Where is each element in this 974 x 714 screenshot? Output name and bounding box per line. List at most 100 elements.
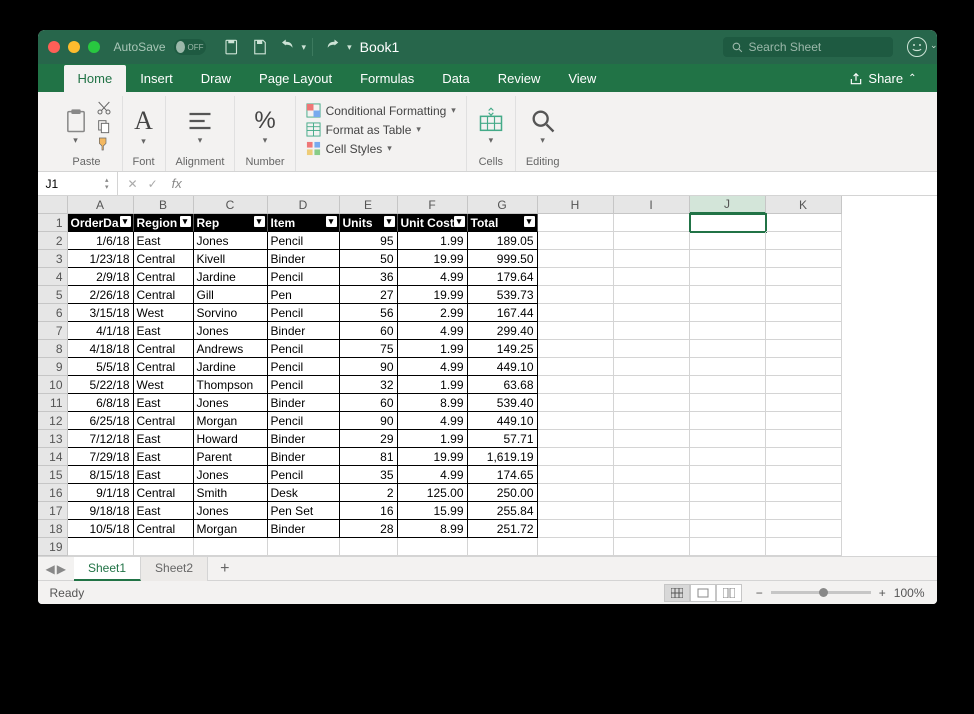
- cell-J6[interactable]: [690, 304, 766, 322]
- cell-C7[interactable]: Jones: [194, 322, 268, 340]
- undo-icon[interactable]: [279, 38, 297, 56]
- row-header-10[interactable]: 10: [38, 376, 68, 394]
- cell-H10[interactable]: [538, 376, 614, 394]
- cell-I1[interactable]: [614, 214, 690, 232]
- cell-K10[interactable]: [766, 376, 842, 394]
- cell-J9[interactable]: [690, 358, 766, 376]
- cell-H4[interactable]: [538, 268, 614, 286]
- cell-K15[interactable]: [766, 466, 842, 484]
- cell-I19[interactable]: [614, 538, 690, 556]
- cell-D7[interactable]: Binder: [268, 322, 340, 340]
- row-header-1[interactable]: 1: [38, 214, 68, 232]
- cell-H12[interactable]: [538, 412, 614, 430]
- cell-C13[interactable]: Howard: [194, 430, 268, 448]
- name-box[interactable]: J1 ▴▾: [38, 172, 118, 195]
- row-header-12[interactable]: 12: [38, 412, 68, 430]
- cell-E1[interactable]: Units: [340, 214, 398, 232]
- cell-E4[interactable]: 36: [340, 268, 398, 286]
- cell-D3[interactable]: Binder: [268, 250, 340, 268]
- autosave-toggle[interactable]: OFF: [174, 39, 206, 55]
- cell-G4[interactable]: 179.64: [468, 268, 538, 286]
- cell-F1[interactable]: Unit Cost: [398, 214, 468, 232]
- conditional-formatting-button[interactable]: Conditional Formatting▾: [306, 102, 456, 119]
- cell-G7[interactable]: 299.40: [468, 322, 538, 340]
- cell-G16[interactable]: 250.00: [468, 484, 538, 502]
- cell-D1[interactable]: Item: [268, 214, 340, 232]
- cell-E8[interactable]: 75: [340, 340, 398, 358]
- row-header-11[interactable]: 11: [38, 394, 68, 412]
- cell-I9[interactable]: [614, 358, 690, 376]
- cell-I7[interactable]: [614, 322, 690, 340]
- cell-K14[interactable]: [766, 448, 842, 466]
- cell-B12[interactable]: Central: [134, 412, 194, 430]
- row-header-13[interactable]: 13: [38, 430, 68, 448]
- column-header-I[interactable]: I: [614, 196, 690, 214]
- cell-E14[interactable]: 81: [340, 448, 398, 466]
- column-header-A[interactable]: A: [68, 196, 134, 214]
- share-button[interactable]: Share ⌃: [841, 65, 924, 92]
- cell-H16[interactable]: [538, 484, 614, 502]
- cell-H19[interactable]: [538, 538, 614, 556]
- cell-F14[interactable]: 19.99: [398, 448, 468, 466]
- cell-I6[interactable]: [614, 304, 690, 322]
- cell-G6[interactable]: 167.44: [468, 304, 538, 322]
- row-header-9[interactable]: 9: [38, 358, 68, 376]
- cell-D11[interactable]: Binder: [268, 394, 340, 412]
- sheet-tab-sheet2[interactable]: Sheet2: [141, 557, 208, 581]
- row-header-3[interactable]: 3: [38, 250, 68, 268]
- cell-B8[interactable]: Central: [134, 340, 194, 358]
- cell-A1[interactable]: OrderDa: [68, 214, 134, 232]
- cell-H17[interactable]: [538, 502, 614, 520]
- cell-B4[interactable]: Central: [134, 268, 194, 286]
- cell-H9[interactable]: [538, 358, 614, 376]
- enter-formula-icon[interactable]: ✓: [148, 177, 158, 191]
- cell-A10[interactable]: 5/22/18: [68, 376, 134, 394]
- cell-A8[interactable]: 4/18/18: [68, 340, 134, 358]
- cell-K13[interactable]: [766, 430, 842, 448]
- cell-J19[interactable]: [690, 538, 766, 556]
- cell-E17[interactable]: 16: [340, 502, 398, 520]
- cell-A11[interactable]: 6/8/18: [68, 394, 134, 412]
- cell-I14[interactable]: [614, 448, 690, 466]
- cell-K11[interactable]: [766, 394, 842, 412]
- cell-A4[interactable]: 2/9/18: [68, 268, 134, 286]
- tab-formulas[interactable]: Formulas: [346, 65, 428, 92]
- copy-icon[interactable]: [96, 118, 112, 134]
- cell-E6[interactable]: 56: [340, 304, 398, 322]
- cell-J17[interactable]: [690, 502, 766, 520]
- spreadsheet-grid[interactable]: ABCDEFGHIJK1OrderDaRegionRepItemUnitsUni…: [38, 196, 937, 556]
- cell-I13[interactable]: [614, 430, 690, 448]
- cell-E12[interactable]: 90: [340, 412, 398, 430]
- column-header-C[interactable]: C: [194, 196, 268, 214]
- cell-F6[interactable]: 2.99: [398, 304, 468, 322]
- maximize-button[interactable]: [88, 41, 100, 53]
- cell-F10[interactable]: 1.99: [398, 376, 468, 394]
- cell-I11[interactable]: [614, 394, 690, 412]
- cell-C4[interactable]: Jardine: [194, 268, 268, 286]
- cell-J10[interactable]: [690, 376, 766, 394]
- cell-D5[interactable]: Pen: [268, 286, 340, 304]
- font-icon[interactable]: A: [134, 106, 153, 136]
- cell-C2[interactable]: Jones: [194, 232, 268, 250]
- cell-B9[interactable]: Central: [134, 358, 194, 376]
- column-header-E[interactable]: E: [340, 196, 398, 214]
- cell-H15[interactable]: [538, 466, 614, 484]
- column-header-K[interactable]: K: [766, 196, 842, 214]
- cell-E7[interactable]: 60: [340, 322, 398, 340]
- cell-J3[interactable]: [690, 250, 766, 268]
- cell-D9[interactable]: Pencil: [268, 358, 340, 376]
- tab-view[interactable]: View: [554, 65, 610, 92]
- cell-G14[interactable]: 1,619.19: [468, 448, 538, 466]
- cell-C14[interactable]: Parent: [194, 448, 268, 466]
- cell-B15[interactable]: East: [134, 466, 194, 484]
- cell-I15[interactable]: [614, 466, 690, 484]
- cell-E3[interactable]: 50: [340, 250, 398, 268]
- cell-F13[interactable]: 1.99: [398, 430, 468, 448]
- cell-J18[interactable]: [690, 520, 766, 538]
- cell-C11[interactable]: Jones: [194, 394, 268, 412]
- row-header-4[interactable]: 4: [38, 268, 68, 286]
- cell-I4[interactable]: [614, 268, 690, 286]
- cell-I17[interactable]: [614, 502, 690, 520]
- cell-J16[interactable]: [690, 484, 766, 502]
- cell-B7[interactable]: East: [134, 322, 194, 340]
